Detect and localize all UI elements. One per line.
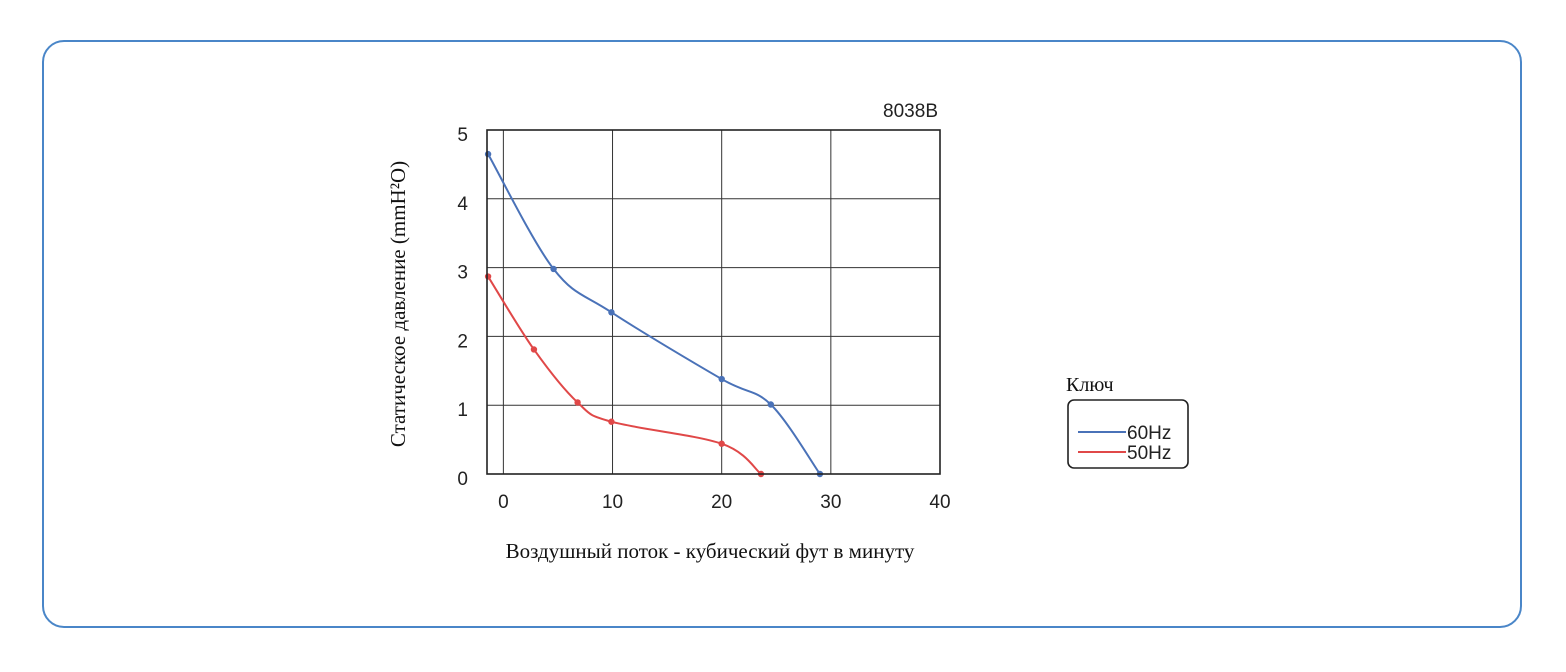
data-point-50hz bbox=[530, 346, 538, 353]
y-tick-label: 0 bbox=[457, 469, 468, 490]
legend-label-50hz: 50Hz bbox=[1127, 443, 1171, 464]
x-tick-label: 0 bbox=[498, 492, 509, 513]
y-axis-label: Статическое давление (mmH²O) bbox=[386, 161, 410, 447]
y-tick-label: 4 bbox=[457, 194, 468, 215]
data-point-50hz bbox=[718, 440, 725, 447]
legend-title: Ключ bbox=[1066, 374, 1114, 396]
data-point-60hz bbox=[767, 401, 775, 408]
data-point-60hz bbox=[718, 375, 725, 383]
plot-border bbox=[486, 129, 941, 475]
series-group bbox=[484, 150, 824, 478]
x-tick-label: 20 bbox=[711, 492, 732, 513]
data-point-50hz bbox=[484, 273, 492, 280]
x-tick-label: 10 bbox=[602, 492, 623, 513]
data-point-50hz bbox=[608, 418, 615, 425]
grid bbox=[487, 130, 940, 474]
y-tick-label: 5 bbox=[457, 125, 468, 146]
legend: Ключ 60Hz 50Hz bbox=[1066, 374, 1189, 469]
x-tick-label: 40 bbox=[929, 492, 950, 513]
chart-title: 8038B bbox=[883, 101, 938, 122]
y-tick-label: 3 bbox=[457, 263, 468, 284]
chart-frame bbox=[42, 40, 1522, 628]
data-point-60hz bbox=[550, 265, 557, 273]
y-tick-label: 1 bbox=[457, 400, 468, 421]
series-line-60hz bbox=[487, 153, 821, 475]
data-point-60hz bbox=[608, 309, 615, 316]
data-point-60hz bbox=[484, 150, 492, 158]
x-axis-label: Воздушный поток - кубический фут в минут… bbox=[506, 539, 915, 563]
legend-label-60hz: 60Hz bbox=[1127, 423, 1171, 444]
ticks: 0 10 20 30 40 0 1 2 3 4 5 bbox=[457, 125, 950, 513]
y-tick-label: 2 bbox=[457, 331, 468, 352]
data-point-50hz bbox=[574, 399, 581, 406]
legend-box bbox=[1067, 399, 1189, 469]
x-tick-label: 30 bbox=[820, 492, 841, 513]
